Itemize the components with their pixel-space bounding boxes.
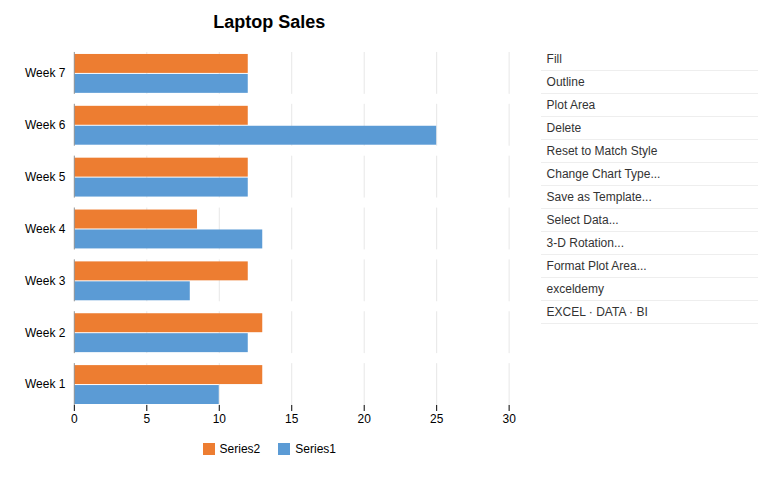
html-text:Series1: Series1 xyxy=(295,441,336,456)
html-text:Laptop Sales: Laptop Sales xyxy=(213,12,326,32)
svg-text:0: 0 xyxy=(71,412,78,426)
svg-text:30: 30 xyxy=(502,412,516,426)
svg-text:Week 2: Week 2 xyxy=(25,326,66,340)
html-text:Reset to Match Style: Reset to Match Style xyxy=(546,144,658,158)
svg-text:10: 10 xyxy=(213,412,227,426)
svg-text:Week 4: Week 4 xyxy=(25,222,66,236)
html-text:Save as Template...: Save as Template... xyxy=(546,190,652,204)
html-text:Series2: Series2 xyxy=(219,441,261,456)
svg-text:5: 5 xyxy=(143,412,150,426)
svg-text:25: 25 xyxy=(430,412,444,426)
html-text:Change Chart Type...: Change Chart Type... xyxy=(546,167,661,181)
svg-text:20: 20 xyxy=(358,412,372,426)
svg-text:Week 7: Week 7 xyxy=(25,66,66,80)
svg-text:15: 15 xyxy=(285,412,299,426)
html-text:Select Data...: Select Data... xyxy=(546,213,619,227)
html-text:EXCEL · DATA · BI: EXCEL · DATA · BI xyxy=(546,305,648,319)
html-text:3-D Rotation...: 3-D Rotation... xyxy=(546,236,624,250)
svg-text:Week 5: Week 5 xyxy=(25,170,66,184)
svg-text:Week 6: Week 6 xyxy=(25,118,66,132)
html-text:Outline: Outline xyxy=(546,75,585,89)
html-text:Fill: Fill xyxy=(546,52,562,66)
html-text:Format Plot Area...: Format Plot Area... xyxy=(546,259,647,273)
html-text:Delete: Delete xyxy=(546,121,582,135)
html-text:Plot Area: Plot Area xyxy=(546,98,596,112)
html-text:exceldemy: exceldemy xyxy=(546,282,604,296)
svg-text:Week 3: Week 3 xyxy=(25,274,66,288)
svg-text:Week 1: Week 1 xyxy=(25,377,66,391)
